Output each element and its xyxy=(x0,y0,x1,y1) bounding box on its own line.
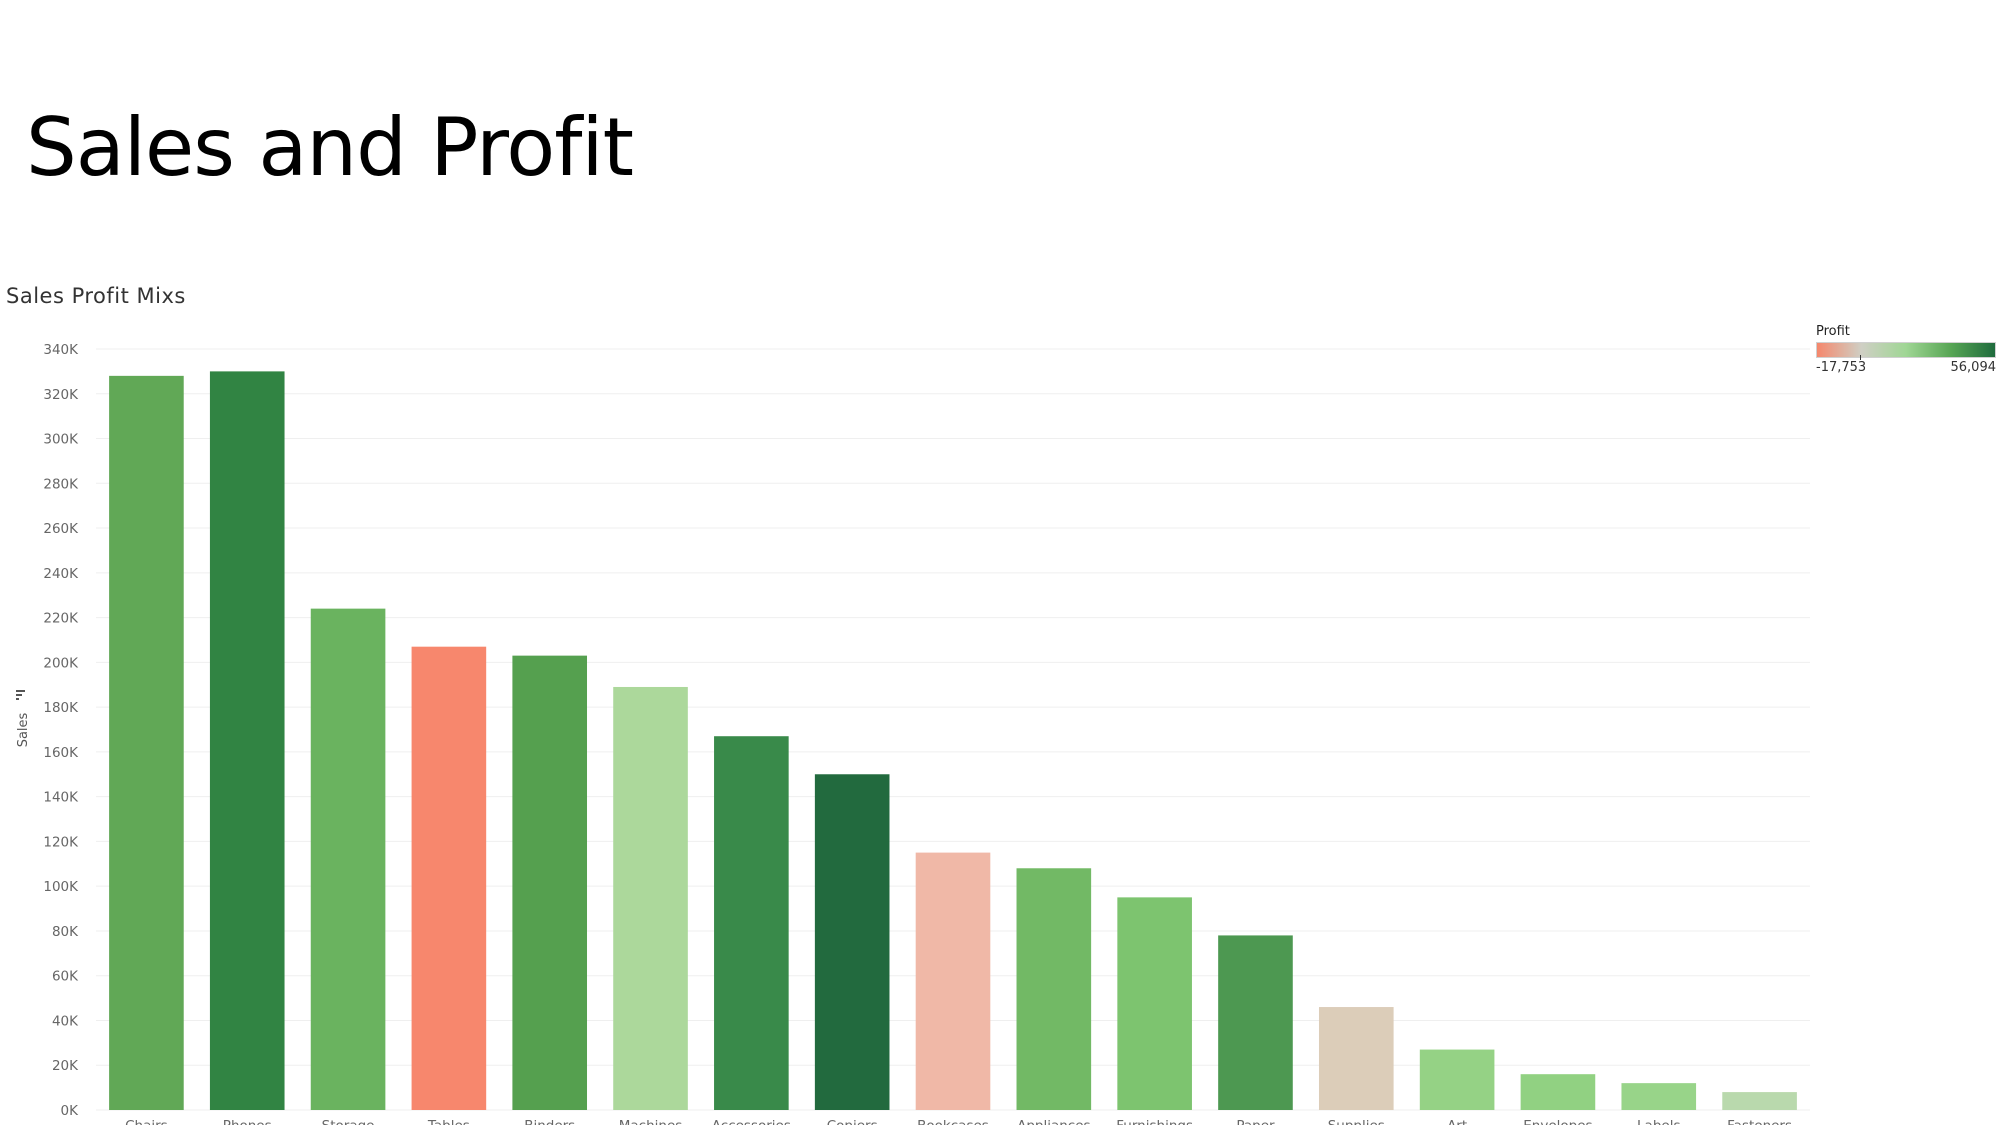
bar-paper[interactable] xyxy=(1218,935,1293,1110)
bar-binders[interactable] xyxy=(512,655,588,1110)
y-axis-label: Sales xyxy=(16,712,31,747)
bar-chairs[interactable] xyxy=(109,375,184,1110)
bar-art[interactable] xyxy=(1419,1049,1495,1110)
x-category-label: Supplies xyxy=(1328,1118,1385,1125)
bar-storage[interactable] xyxy=(310,608,386,1110)
y-tick-label: 180K xyxy=(43,700,79,716)
bar-labels[interactable] xyxy=(1621,1083,1697,1110)
y-tick-label: 60K xyxy=(52,969,79,985)
x-category-label: Chairs xyxy=(125,1118,168,1125)
profit-legend: Profit -17,753 56,094 xyxy=(1816,324,1996,378)
y-tick-label: 20K xyxy=(52,1058,79,1074)
x-category-label: Paper xyxy=(1236,1118,1275,1125)
x-category-layer: Chairs Phones Storage Tables Binders Machines… xyxy=(125,1118,1792,1125)
x-category-label: Art xyxy=(1447,1118,1467,1125)
y-tick-label: 340K xyxy=(43,342,79,358)
y-tick-label: 280K xyxy=(43,476,79,492)
x-category-label: Copiers xyxy=(827,1118,878,1125)
y-tick-label: 260K xyxy=(43,521,79,537)
x-category-label: Fasteners xyxy=(1727,1118,1792,1125)
x-category-label: Envelopes xyxy=(1523,1118,1592,1125)
slide-title: Sales and Profit xyxy=(26,101,634,194)
y-tick-label: 240K xyxy=(43,566,79,582)
y-tick-label: 100K xyxy=(43,879,79,895)
legend-min-label: -17,753 xyxy=(1816,360,1867,375)
bar-machines[interactable] xyxy=(613,686,688,1110)
y-tick-label: 320K xyxy=(43,387,79,403)
y-tick-label: 200K xyxy=(43,655,79,671)
y-tick-label: 0K xyxy=(61,1103,80,1119)
legend-color-ramp xyxy=(1816,342,1996,360)
chart-title: Sales Profit Mixs xyxy=(6,284,186,308)
bar-fasteners[interactable] xyxy=(1722,1092,1797,1110)
legend-max-label: 56,094 xyxy=(1950,360,1997,375)
y-tick-label: 160K xyxy=(43,745,79,761)
x-category-label: Storage xyxy=(322,1118,375,1125)
x-category-label: Furnishings xyxy=(1116,1118,1193,1125)
bar-bookcases[interactable] xyxy=(915,852,991,1110)
bar-accessories[interactable] xyxy=(714,736,789,1110)
legend-zero-marker xyxy=(1860,355,1861,360)
y-tick-label: 120K xyxy=(43,834,79,850)
bar-furnishings[interactable] xyxy=(1117,897,1192,1110)
sort-icon[interactable] xyxy=(16,690,25,700)
bar-envelopes[interactable] xyxy=(1520,1074,1596,1110)
y-tick-label: 220K xyxy=(43,611,79,627)
x-category-label: Machines xyxy=(619,1118,683,1125)
x-category-label: Labels xyxy=(1637,1118,1680,1125)
x-category-label: Binders xyxy=(524,1118,575,1125)
y-tick-layer: 0K 20K 40K 60K 80K 100K 120K 140K 160K 180K 200K 22… xyxy=(43,342,79,1119)
legend-title: Profit xyxy=(1816,324,1850,339)
bar-supplies[interactable] xyxy=(1318,1007,1394,1110)
bar-layer xyxy=(109,371,1797,1111)
x-category-label: Tables xyxy=(427,1118,470,1125)
y-tick-label: 40K xyxy=(52,1013,79,1029)
x-category-label: Accessories xyxy=(712,1118,791,1125)
y-tick-label: 140K xyxy=(43,790,79,806)
x-category-label: Bookcases xyxy=(917,1118,989,1125)
y-tick-label: 300K xyxy=(43,432,79,448)
bar-phones[interactable] xyxy=(209,371,285,1111)
bar-copiers[interactable] xyxy=(814,774,890,1110)
bar-tables[interactable] xyxy=(411,646,487,1110)
x-category-label: Appliances xyxy=(1017,1118,1090,1125)
bar-appliances[interactable] xyxy=(1016,868,1092,1110)
y-tick-label: 80K xyxy=(52,924,79,940)
x-category-label: Phones xyxy=(223,1118,272,1125)
